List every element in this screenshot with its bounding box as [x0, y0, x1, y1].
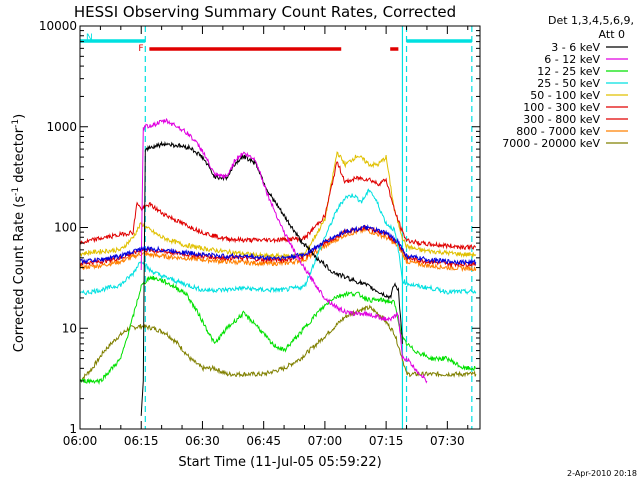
y-axis-title-close: ) [12, 114, 27, 119]
plot-layer [79, 26, 477, 429]
series-line-overlay-blue [79, 223, 477, 266]
series-line-7000-20000-kev [79, 304, 477, 383]
y-axis-title-sup: -1 [11, 187, 21, 196]
y-tick-label-4: 1000 [46, 120, 77, 134]
series-line-25-50-kev [79, 188, 477, 296]
legend-label-6-12-kev: 6 - 12 keV [544, 53, 600, 66]
y-axis-title-main: Corrected Count Rate (s [12, 196, 27, 353]
x-tick-label-5: 07:00 [308, 434, 343, 448]
timestamp-label: 2-Apr-2010 20:18 [567, 469, 637, 478]
x-tick-label-3: 06:30 [185, 434, 220, 448]
y-axis-title-sup-2: -1 [11, 119, 21, 128]
flag-label-f: F [138, 44, 143, 54]
y-axis: 1 10 100 1000 10000 [39, 19, 480, 436]
x-tick-label-4: 06:45 [246, 434, 281, 448]
legend-label-7000-20000-kev: 7000 - 20000 keV [502, 137, 600, 150]
legend-label-50-100-kev: 50 - 100 keV [530, 89, 600, 102]
y-tick-label-2: 10 [62, 321, 77, 335]
y-tick-label-3: 100 [54, 221, 77, 235]
x-tick-label-6: 07:15 [369, 434, 404, 448]
x-axis-title: Start Time (11-Jul-05 05:59:22) [178, 455, 381, 470]
series-line-6-12-kev [140, 117, 428, 384]
series-line-12-25-kev [79, 275, 477, 385]
legend-header-line-1: Det 1,3,4,5,6,9, [548, 14, 634, 27]
x-tick-label-2: 06:15 [124, 434, 159, 448]
x-tick-label-1: 06:00 [63, 434, 98, 448]
series-line-50-100-kev [79, 151, 477, 260]
flag-layer: NF [80, 33, 472, 54]
y-axis-title-tail: detector [12, 127, 27, 187]
legend-header-line-2: Att 0 [599, 28, 625, 41]
y-tick-label-1: 1 [69, 422, 77, 436]
series-line-100-300-kev [79, 161, 476, 251]
legend-label-25-50-kev: 25 - 50 keV [537, 77, 600, 90]
legend-label-300-800-kev: 300 - 800 keV [523, 113, 600, 126]
legend-label-3-6-kev: 3 - 6 keV [551, 41, 600, 54]
series-line-3-6-kev [140, 140, 403, 416]
x-axis: 06:00 06:15 06:30 06:45 07:00 07:15 07:30 [63, 26, 469, 448]
x-tick-label-7: 07:30 [430, 434, 465, 448]
legend-label-100-300-kev: 100 - 300 keV [523, 101, 600, 114]
y-axis-title: Corrected Count Rate (s-1 detector-1) [11, 114, 27, 352]
y-tick-label-5: 10000 [39, 19, 77, 33]
chart-title: HESSI Observing Summary Count Rates, Cor… [74, 3, 456, 21]
legend-label-800-7000-kev: 800 - 7000 keV [516, 125, 600, 138]
legend-label-12-25-kev: 12 - 25 keV [537, 65, 600, 78]
flag-label-n: N [86, 33, 93, 43]
series-line-800-7000-kev [79, 227, 477, 273]
